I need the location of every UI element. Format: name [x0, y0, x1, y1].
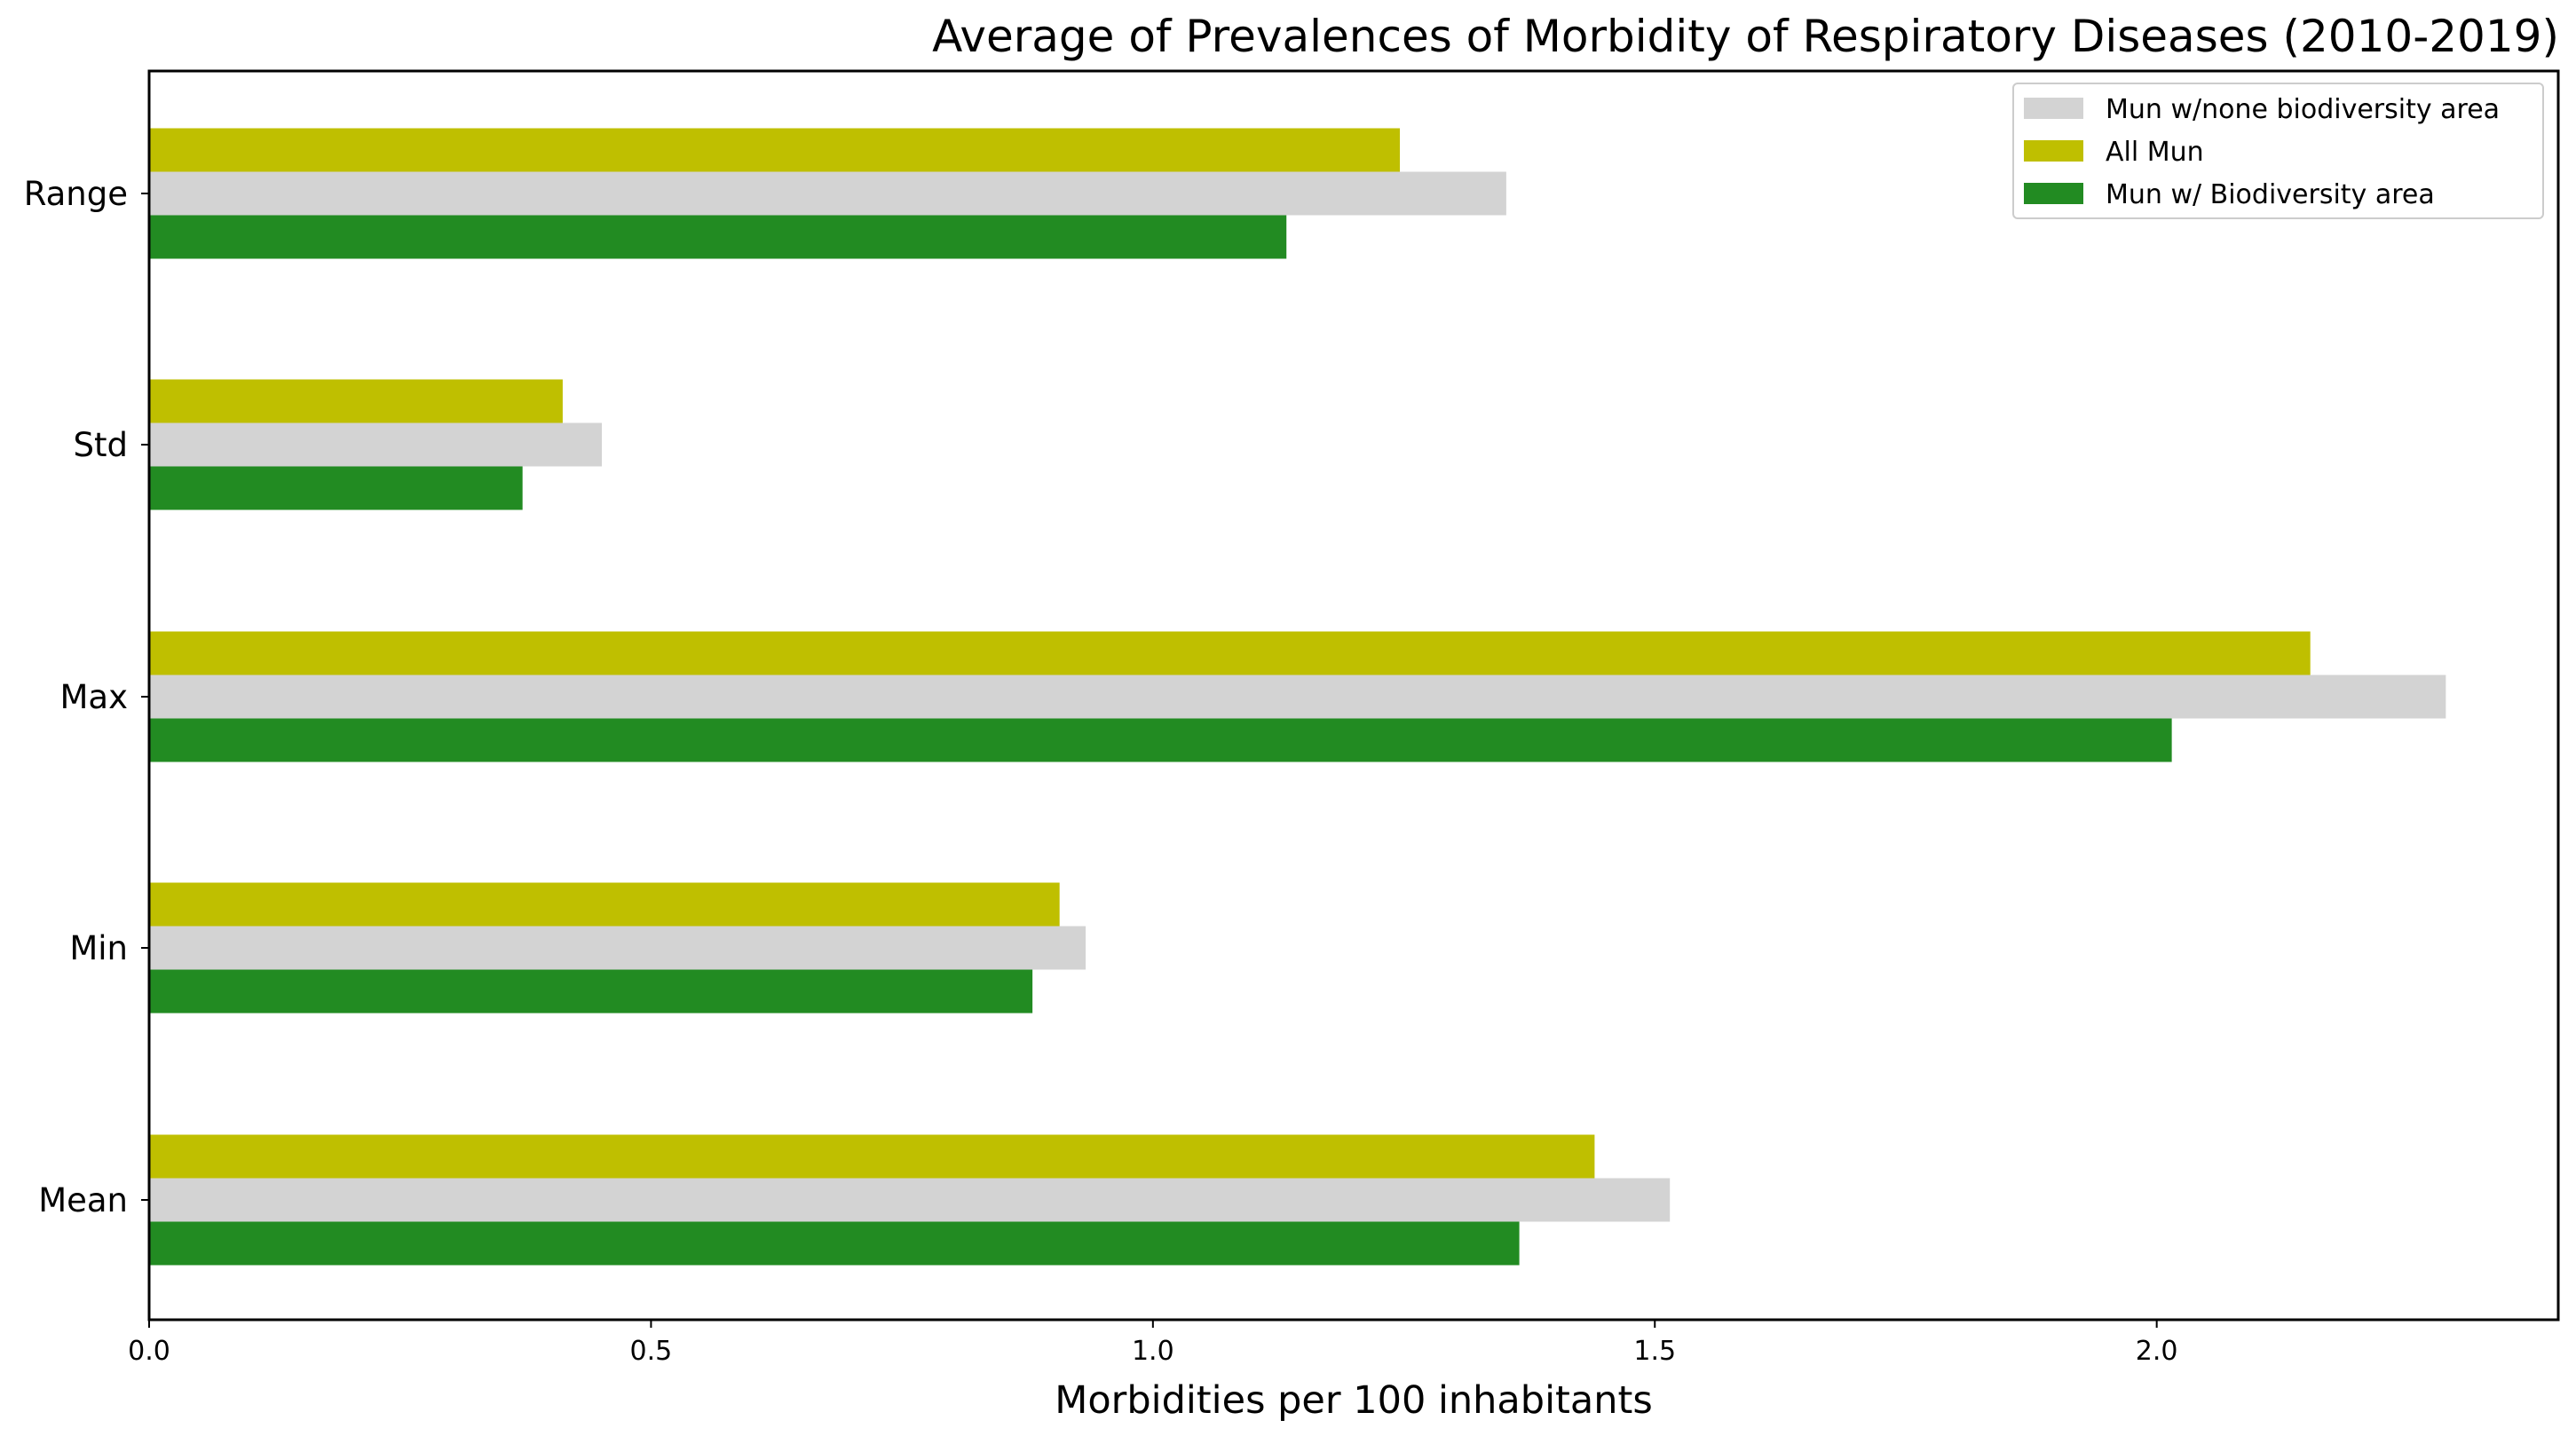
y-tick-label-max: Max: [60, 678, 129, 716]
x-tick-label: 0.5: [630, 1336, 673, 1367]
bar-max-mun-w-none-biodiversity-area: [149, 675, 2446, 719]
legend-swatch-mun-w-none-biodiversity-area: [2024, 98, 2083, 119]
bar-max-all-mun: [149, 631, 2311, 675]
bar-mean-mun-w-none-biodiversity-area: [149, 1178, 1671, 1222]
bar-min-mun-w-biodiversity-area: [149, 969, 1033, 1014]
bar-min-mun-w-none-biodiversity-area: [149, 926, 1087, 970]
bars-group: [149, 128, 2446, 1266]
x-axis-label: Morbidities per 100 inhabitants: [1055, 1378, 1653, 1423]
y-tick-label-min: Min: [69, 929, 128, 967]
bar-range-all-mun: [149, 128, 1401, 172]
x-tick-label: 0.0: [128, 1336, 170, 1367]
legend-label-mun-w-none-biodiversity-area: Mun w/none biodiversity area: [2106, 94, 2500, 125]
y-tick-label-range: Range: [24, 175, 128, 213]
bar-mean-all-mun: [149, 1134, 1595, 1179]
legend-box: [2012, 83, 2544, 219]
legend-swatch-all-mun: [2024, 140, 2083, 162]
y-axis-ticks: Mean Min Max Std Range: [24, 175, 149, 1219]
plot-frame: [147, 69, 2560, 1322]
bar-min-all-mun: [149, 882, 1060, 927]
y-tick-label-mean: Mean: [38, 1181, 128, 1219]
bar-range-mun-w-biodiversity-area: [149, 215, 1287, 259]
legend-swatch-mun-w-biodiversity-area: [2024, 183, 2083, 204]
bar-max-mun-w-biodiversity-area: [149, 718, 2172, 762]
x-tick-label: 1.0: [1132, 1336, 1174, 1367]
legend: Mun w/none biodiversity area All Mun Mun w…: [2012, 83, 2544, 219]
x-tick-label: 2.0: [2136, 1336, 2178, 1367]
legend-label-all-mun: All Mun: [2106, 137, 2204, 168]
bar-std-mun-w-none-biodiversity-area: [149, 422, 603, 467]
x-tick-label: 1.5: [1633, 1336, 1676, 1367]
bar-std-mun-w-biodiversity-area: [149, 466, 523, 510]
bar-std-all-mun: [149, 379, 563, 423]
bar-range-mun-w-none-biodiversity-area: [149, 171, 1506, 216]
chart-title: Average of Prevalences of Morbidity of R…: [932, 11, 2559, 62]
legend-label-mun-w-biodiversity-area: Mun w/ Biodiversity area: [2106, 179, 2435, 210]
y-tick-label-std: Std: [74, 426, 128, 464]
x-axis-ticks: 0.0 0.5 1.0 1.5 2.0: [128, 1320, 2178, 1367]
bar-mean-mun-w-biodiversity-area: [149, 1221, 1520, 1266]
